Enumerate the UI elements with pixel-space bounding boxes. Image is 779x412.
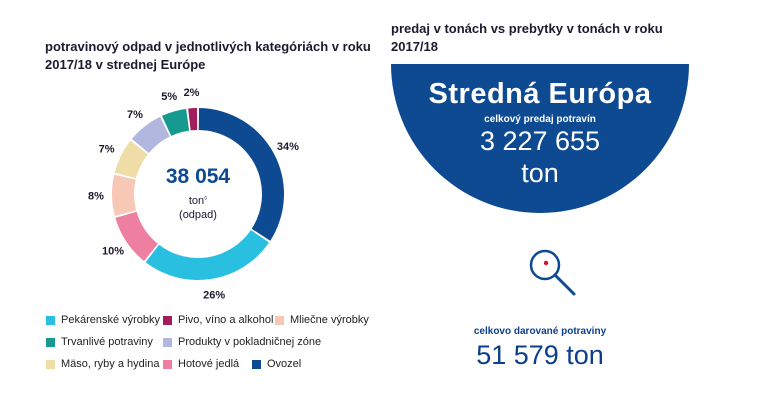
- donut-slice-m-so-ryby-a-hydina: [114, 140, 148, 179]
- legend-swatch: [252, 359, 261, 369]
- legend-swatch: [46, 315, 55, 325]
- total-sales-value: 3 227 655: [479, 126, 601, 156]
- legend-swatch: [163, 337, 172, 347]
- donut-slice-ovozel: [198, 108, 284, 241]
- region-title: Stredná Európa: [428, 78, 652, 110]
- legend-item-pokladnicna: Produkty v pokladničnej zóne: [163, 336, 321, 348]
- slice-label: 5%: [161, 91, 177, 103]
- total-sales-label: celkový predaj potravín: [484, 114, 596, 125]
- donated-food-label: celkovo darované potraviny: [473, 326, 607, 337]
- legend-swatch: [163, 315, 172, 325]
- slice-label: 7%: [127, 109, 143, 121]
- legend-label: Ovozel: [267, 358, 302, 370]
- food-waste-donut-chart: 34% 26% 10% 8% 7% 7% 5% 2% 38 054 ton◊ (odpad): [88, 87, 299, 300]
- sales-semicircle: [391, 64, 689, 213]
- slice-label: 8%: [88, 191, 104, 203]
- donut-center-unit: ton◊: [189, 195, 207, 207]
- donut-slice-hotov-jedl-: [115, 211, 158, 261]
- legend-item-pivo: Pivo, víno a alkohol: [163, 314, 273, 326]
- legend-swatch: [275, 315, 284, 325]
- donut-slice-produkty-v-pokladni-nej-z-ne: [131, 116, 170, 154]
- legend-swatch: [46, 337, 55, 347]
- donut-center-value: 38 054: [166, 165, 231, 188]
- donut-slice-trvanliv-potraviny: [161, 108, 190, 136]
- legend-item-mliecne: Mliečne výrobky: [275, 314, 369, 326]
- legend-label: Mliečne výrobky: [290, 314, 369, 326]
- donut-slice-pivo-v-no-a-alkohol: [188, 108, 198, 131]
- slice-label: 2%: [184, 87, 200, 99]
- magnifier-icon: [529, 249, 576, 296]
- donut-slice-mlie-ne-v-robky: [112, 174, 137, 216]
- donated-food-value: 51 579 ton: [476, 340, 604, 370]
- slice-label: 26%: [203, 290, 225, 300]
- legend-item-ovozel: Ovozel: [252, 358, 301, 370]
- footnote-mark: ◊: [204, 195, 207, 202]
- slice-label: 34%: [277, 141, 299, 153]
- legend-label: Mäso, ryby a hydina: [61, 358, 160, 370]
- legend-swatch: [46, 359, 55, 369]
- legend-label: Trvanlivé potraviny: [61, 336, 153, 348]
- legend-label: Hotové jedlá: [178, 358, 240, 370]
- legend-label: Pivo, víno a alkohol: [178, 314, 274, 326]
- total-sales-unit: ton: [521, 158, 559, 188]
- legend-swatch: [163, 359, 172, 369]
- donut-center-note: (odpad): [179, 209, 217, 221]
- legend-label: Pekárenské výrobky: [61, 314, 161, 326]
- sales-comparison-title: predaj v tonách vs prebytky v tonách v r…: [391, 21, 663, 54]
- legend-item-trvanlive: Trvanlivé potraviny: [46, 336, 153, 348]
- legend-item-maso: Mäso, ryby a hydina: [46, 358, 159, 370]
- chart-title: potravinový odpad v jednotlivých kategór…: [45, 39, 371, 72]
- legend-item-hotove: Hotové jedlá: [163, 358, 239, 370]
- donut-slice-pek-rensk-v-robky: [145, 230, 270, 280]
- slice-label: 7%: [99, 144, 115, 156]
- legend-item-pekarenske: Pekárenské výrobky: [46, 314, 160, 326]
- slice-label: 10%: [102, 245, 124, 257]
- legend-label: Produkty v pokladničnej zóne: [178, 336, 322, 348]
